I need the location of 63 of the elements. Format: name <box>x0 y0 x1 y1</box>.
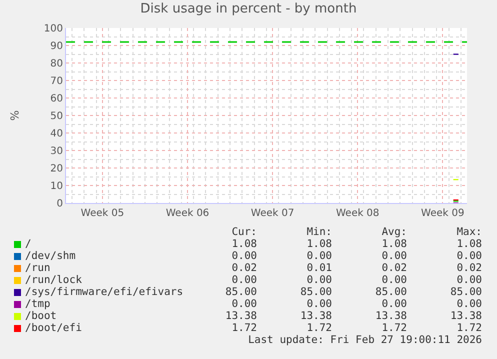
x-tick-label: Week 09 <box>421 208 464 219</box>
text: 1.72 <box>232 322 257 334</box>
legend-label: /boot/efi <box>25 322 82 334</box>
x-tick-label: Week 06 <box>166 208 210 219</box>
text: 0.00 <box>232 274 257 286</box>
text: 13.38 <box>450 310 482 322</box>
y-tick-label: 10 <box>50 181 63 192</box>
y-tick-label: 30 <box>50 146 63 157</box>
y-tick-label: 80 <box>50 58 63 70</box>
text: 1.08 <box>382 238 407 250</box>
y-tick-label: 50 <box>50 111 63 122</box>
text: 0.00 <box>306 274 332 286</box>
y-axis-title: % <box>8 110 22 121</box>
text: 85.00 <box>450 286 482 298</box>
y-tick-label: 100 <box>44 24 63 34</box>
text: 0.02 <box>456 262 482 274</box>
legend-label: /tmp <box>25 298 50 310</box>
text: 0.00 <box>382 298 407 310</box>
text: Avg: <box>382 226 407 238</box>
text: 85.00 <box>300 286 332 298</box>
text: 0.00 <box>456 250 482 262</box>
text: 1.08 <box>232 238 257 250</box>
x-tick-label: Week 07 <box>250 208 294 219</box>
text: 0.00 <box>456 298 482 310</box>
legend-label: /sys/firmware/efi/efivars <box>25 286 184 298</box>
y-tick-label: 60 <box>50 94 63 104</box>
text: 0.00 <box>306 250 332 262</box>
y-tick-label: 20 <box>50 164 63 174</box>
legend-label: /dev/shm <box>25 250 76 262</box>
x-tick-label: Week 08 <box>336 208 380 219</box>
y-tick-label: 0 <box>56 198 63 210</box>
y-tick-label: 90 <box>50 41 63 52</box>
legend-label: /run <box>25 262 50 274</box>
text: 0.00 <box>232 298 257 310</box>
chart-title: Disk usage in percent - by month <box>140 1 357 16</box>
text: 1.08 <box>306 238 332 250</box>
legend-label: / <box>25 238 32 250</box>
text: 0.00 <box>456 274 482 286</box>
text: 0.02 <box>382 262 407 274</box>
text: 1.72 <box>456 322 482 334</box>
text: 85.00 <box>375 286 407 298</box>
text: 13.38 <box>375 310 407 322</box>
text: 0.00 <box>306 298 332 310</box>
text: 13.38 <box>225 310 257 322</box>
legend-label: /run/lock <box>25 274 82 286</box>
y-tick-label: 40 <box>50 128 63 140</box>
text: 1.72 <box>382 322 407 334</box>
text: 0.00 <box>382 250 407 262</box>
text: Last update: Fri Feb 27 19:00:11 2026 <box>248 334 482 346</box>
text: Min: <box>306 226 332 238</box>
text: Max: <box>456 226 482 238</box>
text: 0.02 <box>232 262 257 274</box>
text: 0.00 <box>382 274 407 286</box>
text: 1.08 <box>456 238 482 250</box>
text: 85.00 <box>225 286 257 298</box>
legend-label: /boot <box>25 310 57 322</box>
text: 0.00 <box>232 250 257 262</box>
x-tick-label: Week 05 <box>80 208 124 219</box>
text: 0.01 <box>306 262 332 274</box>
text: Cur: <box>232 226 257 238</box>
text: 13.38 <box>300 310 332 322</box>
text: 1.72 <box>306 322 332 334</box>
y-tick-label: 70 <box>50 76 63 87</box>
